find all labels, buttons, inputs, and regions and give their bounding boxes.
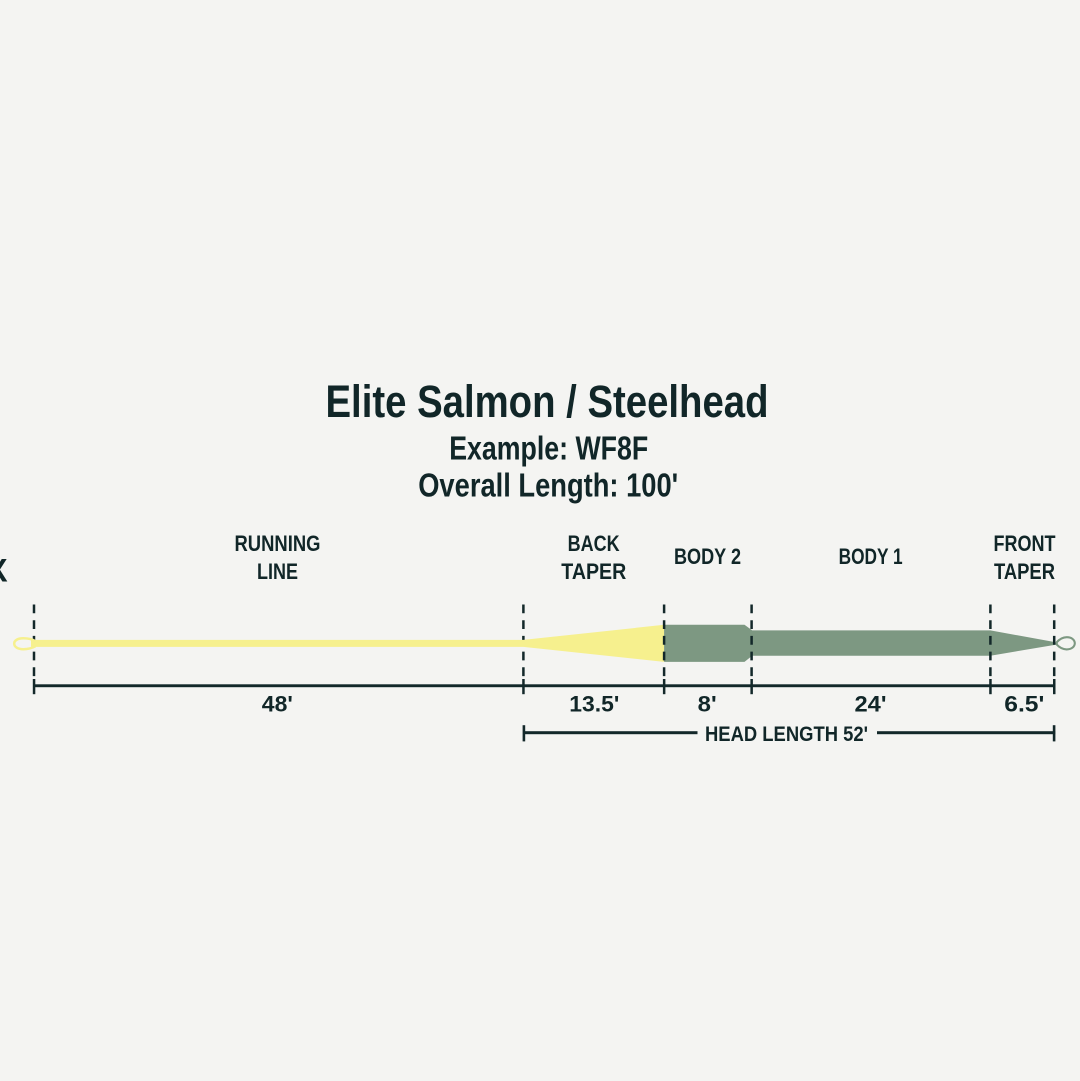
svg-text:Example: WF8F: Example: WF8F	[449, 430, 648, 467]
svg-text:Overall Length: 100': Overall Length: 100'	[418, 467, 678, 504]
svg-text:24': 24'	[855, 692, 887, 717]
svg-text:FRONT: FRONT	[994, 531, 1056, 556]
svg-text:BACK: BACK	[568, 531, 621, 556]
svg-text:13.5': 13.5'	[569, 692, 619, 717]
svg-text:X: X	[0, 552, 8, 589]
svg-text:Elite Salmon / Steelhead: Elite Salmon / Steelhead	[326, 376, 769, 427]
svg-text:BODY 2: BODY 2	[674, 544, 741, 569]
svg-text:BODY 1: BODY 1	[839, 544, 903, 569]
svg-text:LINE: LINE	[257, 559, 298, 584]
svg-text:8': 8'	[698, 692, 717, 717]
svg-text:RUNNING: RUNNING	[235, 531, 321, 556]
svg-text:48': 48'	[262, 692, 293, 717]
svg-text:6.5': 6.5'	[1004, 692, 1044, 717]
svg-text:HEAD LENGTH 52': HEAD LENGTH 52'	[705, 721, 868, 746]
svg-text:TAPER: TAPER	[561, 559, 626, 584]
svg-text:TAPER: TAPER	[994, 559, 1055, 584]
